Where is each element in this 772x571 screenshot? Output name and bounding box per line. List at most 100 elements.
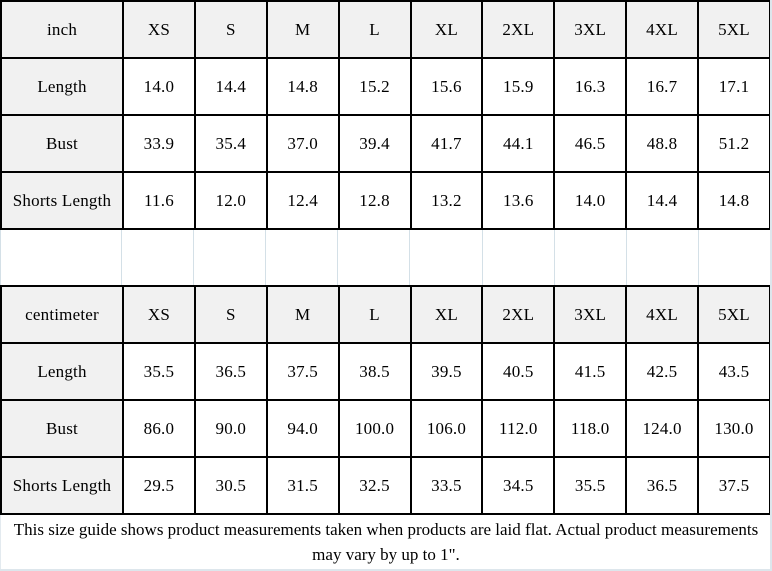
gap-gridline-cell [410, 230, 483, 285]
measurement-value-cell: 14.8 [697, 171, 770, 230]
measurement-value-cell: 17.1 [697, 57, 770, 116]
measurement-value-cell: 13.2 [409, 171, 484, 230]
measurement-value-cell: 33.9 [122, 114, 196, 173]
row-label-cell: Shorts Length [0, 456, 124, 515]
measurement-value-cell: 34.5 [481, 456, 556, 515]
size-table-centimeter: centimeter XS S M L XL 2XL 3XL 4XL 5XL Length 35.5 3… [0, 285, 770, 515]
gap-gridline-cell [626, 230, 699, 285]
measurement-value-cell: 41.5 [553, 342, 628, 401]
measurement-row: Length 35.5 36.5 37.5 38.5 39.5 40.5 41.5 42.5 43… [0, 342, 770, 401]
row-label-cell: Bust [0, 114, 124, 173]
measurement-value-cell: 124.0 [625, 399, 699, 458]
measurement-value-cell: 12.4 [265, 171, 340, 230]
grid-gap [0, 230, 770, 285]
measurement-row: Length 14.0 14.4 14.8 15.2 15.6 15.9 16.3 16.7 17… [0, 57, 770, 116]
measurement-value-cell: 14.0 [553, 171, 628, 230]
measurement-value-cell: 35.5 [553, 456, 628, 515]
size-header-cell: 3XL [553, 285, 628, 344]
measurement-value-cell: 36.5 [193, 342, 268, 401]
measurement-value-cell: 37.5 [265, 342, 340, 401]
row-label-cell: Bust [0, 399, 124, 458]
measurement-value-cell: 11.6 [122, 171, 196, 230]
size-header-cell: XL [409, 285, 484, 344]
row-label-cell: Length [0, 57, 124, 116]
measurement-value-cell: 46.5 [553, 114, 628, 173]
size-header-cell: 3XL [553, 0, 628, 59]
size-header-cell: XL [409, 0, 484, 59]
size-table-inch: inch XS S M L XL 2XL 3XL 4XL 5XL Length 14.0 14.4 14.… [0, 0, 770, 230]
size-header-cell: L [337, 0, 412, 59]
measurement-value-cell: 112.0 [481, 399, 556, 458]
measurement-value-cell: 51.2 [697, 114, 770, 173]
measurement-value-cell: 32.5 [337, 456, 412, 515]
measurement-value-cell: 16.7 [625, 57, 699, 116]
gap-gridline-cell [554, 230, 627, 285]
measurement-value-cell: 14.4 [193, 57, 268, 116]
measurement-value-cell: 106.0 [409, 399, 484, 458]
measurement-value-cell: 39.5 [409, 342, 484, 401]
measurement-value-cell: 130.0 [697, 399, 770, 458]
measurement-value-cell: 15.2 [337, 57, 412, 116]
size-header-cell: M [265, 0, 340, 59]
measurement-value-cell: 15.6 [409, 57, 484, 116]
gap-gridline-cell [266, 230, 339, 285]
measurement-value-cell: 33.5 [409, 456, 484, 515]
measurement-row: Bust 33.9 35.4 37.0 39.4 41.7 44.1 46.5 48.8 51.2 [0, 114, 770, 173]
size-header-cell: 4XL [625, 285, 699, 344]
measurement-value-cell: 37.0 [265, 114, 340, 173]
measurement-value-cell: 86.0 [122, 399, 196, 458]
size-header-cell: S [193, 0, 268, 59]
measurement-value-cell: 48.8 [625, 114, 699, 173]
measurement-value-cell: 42.5 [625, 342, 699, 401]
size-header-cell: 5XL [697, 0, 770, 59]
size-header-row: inch XS S M L XL 2XL 3XL 4XL 5XL [0, 0, 770, 59]
row-label-cell: Shorts Length [0, 171, 124, 230]
size-header-cell: XS [122, 285, 196, 344]
measurement-row: Shorts Length 11.6 12.0 12.4 12.8 13.2 13.6 14.… [0, 171, 770, 230]
size-header-cell: 2XL [481, 0, 556, 59]
measurement-value-cell: 14.8 [265, 57, 340, 116]
gap-gridline-cell [698, 230, 770, 285]
gap-gridline-cell [338, 230, 411, 285]
footer-note: This size guide shows product measuremen… [0, 515, 770, 569]
measurement-value-cell: 35.5 [122, 342, 196, 401]
measurement-value-cell: 35.4 [193, 114, 268, 173]
measurement-value-cell: 16.3 [553, 57, 628, 116]
measurement-value-cell: 40.5 [481, 342, 556, 401]
size-header-cell: S [193, 285, 268, 344]
measurement-row: Shorts Length 29.5 30.5 31.5 32.5 33.5 34.5 35.… [0, 456, 770, 515]
measurement-value-cell: 31.5 [265, 456, 340, 515]
measurement-value-cell: 14.4 [625, 171, 699, 230]
size-header-cell: 2XL [481, 285, 556, 344]
measurement-row: Bust 86.0 90.0 94.0 100.0 106.0 112.0 118.0 124.… [0, 399, 770, 458]
measurement-value-cell: 118.0 [553, 399, 628, 458]
measurement-value-cell: 38.5 [337, 342, 412, 401]
gap-gridline-cell [122, 230, 195, 285]
measurement-value-cell: 12.8 [337, 171, 412, 230]
size-header-row: centimeter XS S M L XL 2XL 3XL 4XL 5XL [0, 285, 770, 344]
measurement-value-cell: 36.5 [625, 456, 699, 515]
size-header-cell: 5XL [697, 285, 770, 344]
measurement-value-cell: 15.9 [481, 57, 556, 116]
measurement-value-cell: 13.6 [481, 171, 556, 230]
gap-gridline-cell [194, 230, 267, 285]
size-header-cell: 4XL [625, 0, 699, 59]
measurement-value-cell: 43.5 [697, 342, 770, 401]
size-header-cell: XS [122, 0, 196, 59]
row-label-cell: Length [0, 342, 124, 401]
measurement-value-cell: 14.0 [122, 57, 196, 116]
measurement-value-cell: 90.0 [193, 399, 268, 458]
measurement-value-cell: 37.5 [697, 456, 770, 515]
measurement-value-cell: 100.0 [337, 399, 412, 458]
gap-gridline-cell [482, 230, 555, 285]
measurement-value-cell: 29.5 [122, 456, 196, 515]
measurement-value-cell: 94.0 [265, 399, 340, 458]
size-header-cell: M [265, 285, 340, 344]
size-header-cell: L [337, 285, 412, 344]
measurement-value-cell: 12.0 [193, 171, 268, 230]
measurement-value-cell: 44.1 [481, 114, 556, 173]
measurement-value-cell: 30.5 [193, 456, 268, 515]
measurement-value-cell: 41.7 [409, 114, 484, 173]
gap-gridline-cell [1, 230, 122, 285]
